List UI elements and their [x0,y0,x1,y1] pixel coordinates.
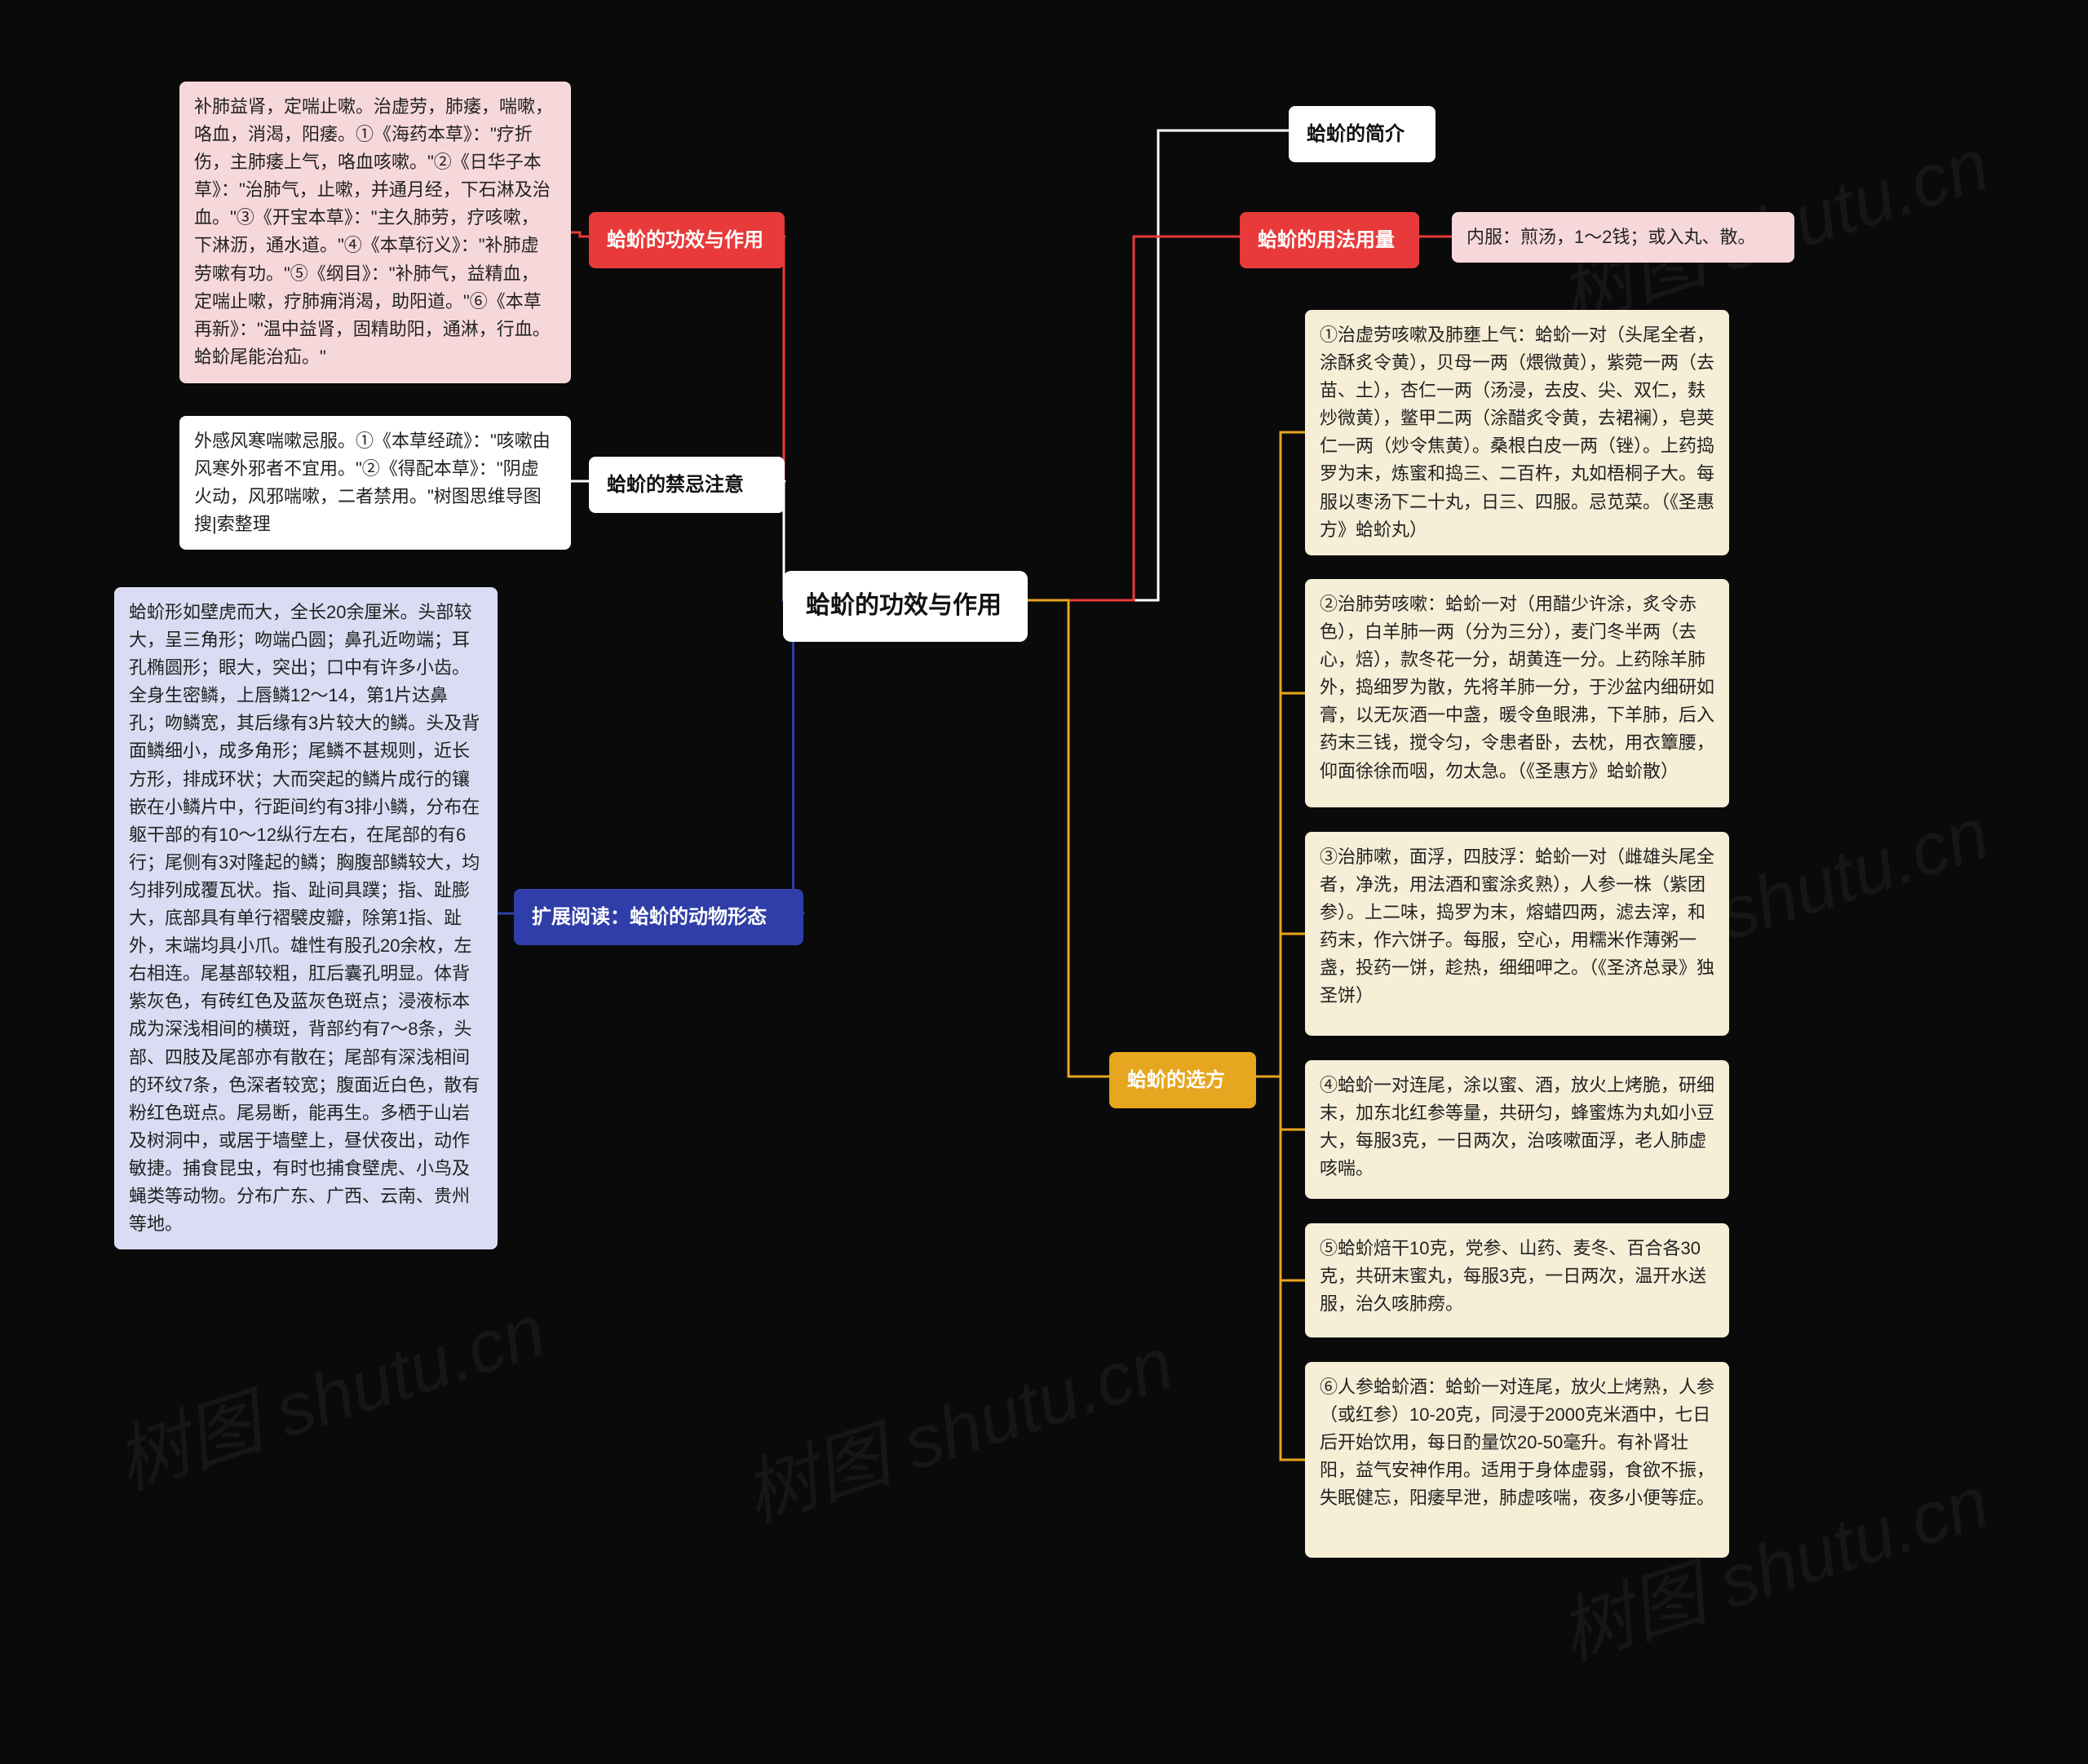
branch-usage-detail: 内服：煎汤，1～2钱；或入丸、散。 [1452,212,1794,263]
branch-contra-label: 蛤蚧的禁忌注意 [589,457,785,513]
watermark: 树图 shutu.cn [728,1304,1184,1542]
prescription-item: ④蛤蚧一对连尾，涂以蜜、酒，放火上烤脆，研细末，加东北红参等量，共研匀，蜂蜜炼为… [1305,1060,1729,1199]
prescription-item: ①治虚劳咳嗽及肺壅上气：蛤蚧一对（头尾全者，涂酥炙令黄），贝母一两（煨微黄），紫… [1305,310,1729,555]
prescription-item: ⑤蛤蚧焙干10克，党参、山药、麦冬、百合各30克，共研末蜜丸，每服3克，一日两次… [1305,1223,1729,1337]
branch-morph-detail: 蛤蚧形如壁虎而大，全长20余厘米。头部较大，呈三角形；吻端凸圆；鼻孔近吻端；耳孔… [114,587,498,1249]
watermark: 树图 shutu.cn [100,1271,556,1510]
branch-usage-label: 蛤蚧的用法用量 [1240,212,1419,268]
branch-efficacy-label: 蛤蚧的功效与作用 [589,212,785,268]
mindmap-canvas: 树图 shutu.cn 树图 shutu.cn 树图 shutu.cn 树图 s… [0,0,2088,1764]
root-node: 蛤蚧的功效与作用 [783,571,1028,642]
branch-contra-detail: 外感风寒喘嗽忌服。①《本草经疏》："咳嗽由风寒外邪者不宜用。"②《得配本草》："… [179,416,571,550]
branch-morph-label: 扩展阅读：蛤蚧的动物形态 [514,889,803,945]
prescription-item: ②治肺劳咳嗽：蛤蚧一对（用醋少许涂，炙令赤色），白羊肺一两（分为三分），麦门冬半… [1305,579,1729,807]
prescription-item: ③治肺嗽，面浮，四肢浮：蛤蚧一对（雌雄头尾全者，净洗，用法酒和蜜涂炙熟），人参一… [1305,832,1729,1036]
branch-prescriptions-label: 蛤蚧的选方 [1109,1052,1256,1108]
branch-intro-label: 蛤蚧的简介 [1289,106,1436,162]
branch-efficacy-detail: 补肺益肾，定喘止嗽。治虚劳，肺痿，喘嗽，咯血，消渴，阳痿。①《海药本草》："疗折… [179,82,571,383]
prescription-item: ⑥人参蛤蚧酒：蛤蚧一对连尾，放火上烤熟，人参（或红参）10-20克，同浸于200… [1305,1362,1729,1558]
